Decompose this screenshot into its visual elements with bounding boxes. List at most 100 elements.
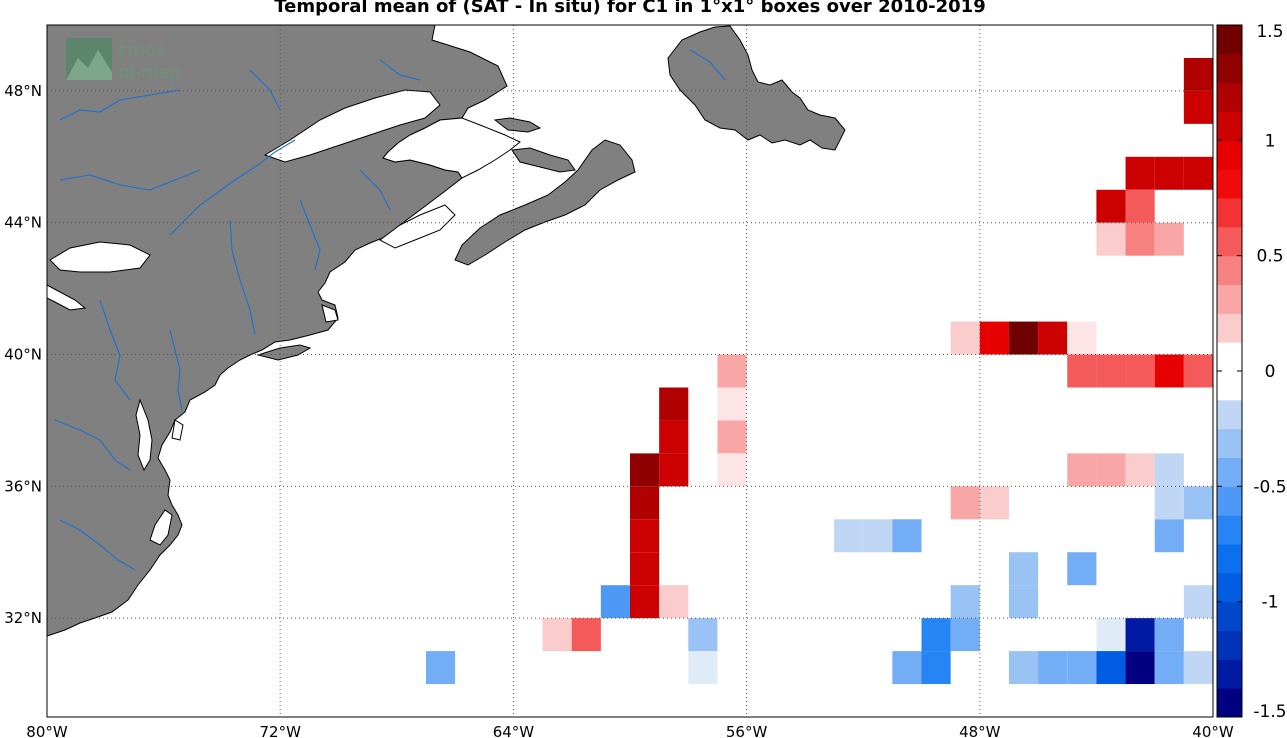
- anticosti-land: [493, 117, 542, 133]
- lat-tick-label: 48°N: [4, 82, 42, 100]
- river: [299, 199, 321, 271]
- data-cell: [1008, 552, 1039, 586]
- data-cell: [1154, 453, 1184, 487]
- data-cell: [659, 453, 689, 487]
- data-cell: [1125, 453, 1155, 487]
- data-cell: [1067, 354, 1097, 388]
- data-cell: [1096, 189, 1126, 223]
- data-cell: [659, 387, 689, 421]
- river: [169, 139, 296, 236]
- lon-tick-label: 56°W: [726, 723, 768, 738]
- lon-tick-label: 80°W: [26, 723, 68, 738]
- colorbar-swatch: [1217, 630, 1242, 660]
- colorbar-swatch: [1217, 659, 1242, 689]
- colorbar-swatch: [1217, 111, 1242, 141]
- data-cell: [950, 486, 980, 520]
- data-cell: [542, 618, 572, 652]
- smos-pimep-logo: smos pi-mep: [66, 38, 181, 83]
- river: [169, 329, 183, 411]
- rivers-layer: [54, 49, 726, 571]
- colorbar-tick-label: 1.5: [1256, 22, 1283, 42]
- colorbar-swatch: [1217, 255, 1242, 285]
- data-cell: [630, 519, 660, 553]
- data-cell: [950, 618, 980, 652]
- lake-ontario-water: [49, 241, 151, 273]
- lat-tick-label: 44°N: [4, 214, 42, 232]
- colorbar-tick-label: 0: [1265, 362, 1276, 382]
- data-cell: [1096, 618, 1126, 652]
- delaware-bay-water: [171, 419, 184, 441]
- data-cell: [1096, 453, 1126, 487]
- colorbar-swatch: [1217, 515, 1242, 545]
- data-cell: [1125, 651, 1155, 685]
- data-cell: [950, 321, 980, 355]
- data-cell: [950, 585, 980, 619]
- lat-tick-label: 32°N: [4, 609, 42, 627]
- data-cell: [688, 618, 718, 652]
- colorbar-swatch: [1217, 25, 1242, 55]
- map-frame: [46, 24, 1214, 718]
- river: [379, 59, 421, 81]
- colorbar-swatch: [1217, 53, 1242, 84]
- data-cell: [630, 453, 660, 487]
- colorbar-swatch: [1217, 198, 1242, 228]
- colorbar-tick-label: -0.5: [1253, 477, 1286, 497]
- data-cell: [1183, 651, 1213, 685]
- pei-land: [511, 147, 576, 173]
- data-cell: [1096, 651, 1126, 685]
- data-cell: [425, 651, 456, 685]
- data-cell: [1067, 552, 1097, 586]
- data-cell: [1067, 321, 1097, 355]
- data-cell: [1154, 651, 1184, 685]
- newfoundland-land: [667, 25, 846, 151]
- lat-tick-label: 40°N: [4, 346, 42, 364]
- lon-tick-label: 48°W: [959, 723, 1001, 738]
- lat-tick-label: 36°N: [4, 477, 42, 495]
- data-cell: [1154, 486, 1184, 520]
- river: [359, 169, 391, 211]
- river: [54, 419, 131, 471]
- colorbar: 1.5 1 0.5 0 -0.5 -1 -1.5: [1216, 22, 1287, 722]
- data-cell: [892, 651, 922, 685]
- colorbar-swatch: [1217, 82, 1242, 112]
- logo-line-1: smos: [118, 40, 165, 61]
- colorbar-tick-label: -1.5: [1253, 702, 1286, 722]
- gulf-st-lawrence-water: [382, 117, 521, 179]
- colorbar-swatch: [1217, 169, 1242, 199]
- data-cell: [1154, 222, 1184, 256]
- data-cell: [1125, 156, 1155, 190]
- colorbar-tick-label: -1: [1262, 593, 1279, 613]
- data-cell: [863, 519, 893, 553]
- long-island-land: [256, 344, 312, 361]
- land-layer: [47, 25, 846, 637]
- data-cell: [1038, 651, 1068, 685]
- data-cell: [1183, 354, 1213, 388]
- map-title: Temporal mean of (SAT - In situ) for C1 …: [274, 0, 986, 17]
- river: [249, 69, 281, 111]
- data-cell: [630, 552, 660, 586]
- river: [59, 169, 201, 191]
- data-cell: [717, 420, 747, 454]
- st-lawrence-estuary-water: [263, 89, 441, 163]
- data-cell: [1008, 651, 1039, 685]
- data-cell: [1154, 519, 1184, 553]
- water-layer: [47, 89, 521, 546]
- nova-scotia-land: [454, 139, 636, 266]
- colorbar-swatch: [1217, 399, 1242, 430]
- data-cell: [659, 420, 689, 454]
- data-cell: [834, 519, 864, 553]
- data-cell: [1183, 486, 1213, 520]
- colorbar-swatch: [1217, 284, 1242, 314]
- data-cell: [1096, 222, 1126, 256]
- colorbar-swatch: [1217, 544, 1242, 574]
- lon-tick-label: 64°W: [493, 723, 535, 738]
- data-cell: [1183, 57, 1213, 91]
- data-cell: [1154, 156, 1184, 190]
- data-cell: [1183, 156, 1213, 190]
- data-cell: [717, 387, 747, 421]
- data-cell: [1038, 321, 1068, 355]
- river: [689, 49, 726, 81]
- colorbar-tick-label: 0.5: [1256, 247, 1283, 267]
- data-cell: [1125, 222, 1155, 256]
- data-cell: [688, 651, 718, 685]
